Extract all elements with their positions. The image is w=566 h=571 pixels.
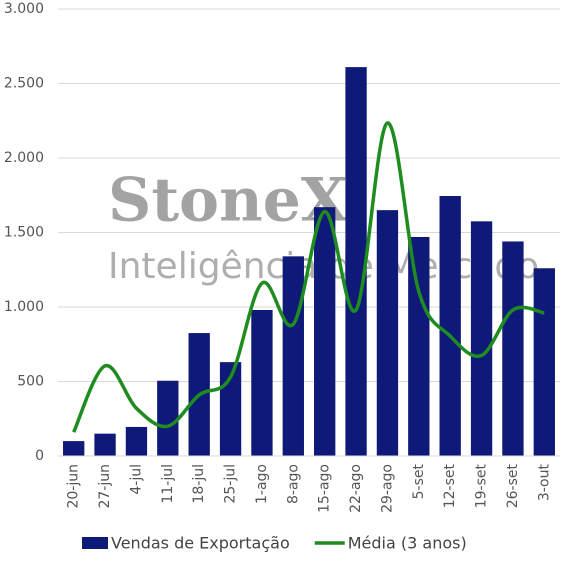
x-tick-label: 20-jun xyxy=(66,464,82,509)
x-tick-label: 3-out xyxy=(536,463,552,501)
x-tick-label: 26-set xyxy=(505,463,521,508)
bar xyxy=(251,309,273,456)
bar xyxy=(125,426,148,456)
bar xyxy=(533,268,555,456)
y-tick-label: 2.000 xyxy=(4,150,44,166)
bar xyxy=(345,67,367,457)
bar xyxy=(439,195,461,456)
bar xyxy=(314,207,336,456)
y-tick-label: 500 xyxy=(17,374,44,390)
y-tick-label: 2.500 xyxy=(4,76,44,92)
y-tick-label: 0 xyxy=(35,448,44,464)
legend-label: Vendas de Exportação xyxy=(111,534,290,553)
x-tick-label: 18-jul xyxy=(191,464,207,504)
bar xyxy=(282,256,304,456)
x-tick-label: 22-ago xyxy=(348,464,364,513)
x-tick-label: 15-ago xyxy=(317,464,333,513)
bar xyxy=(470,221,493,456)
bar xyxy=(63,441,85,456)
line xyxy=(72,121,545,433)
x-tick-label: 4-jul xyxy=(128,464,144,495)
bar xyxy=(502,241,524,456)
x-tick-label: 19-set xyxy=(474,463,490,508)
x-tick-label: 25-jul xyxy=(223,464,239,504)
y-tick-label: 1.500 xyxy=(4,225,44,241)
legend-label: Média (3 anos) xyxy=(348,534,467,553)
x-tick-label: 1-ago xyxy=(254,464,270,504)
y-tick-label: 3.000 xyxy=(4,1,44,17)
bar xyxy=(408,236,430,456)
x-tick-label: 11-jul xyxy=(160,464,176,504)
bar xyxy=(157,380,179,456)
legend-swatch xyxy=(82,537,108,549)
x-tick-label: 29-ago xyxy=(379,464,395,513)
bar xyxy=(94,433,116,456)
x-tick-label: 5-set xyxy=(411,463,427,499)
bar xyxy=(376,210,399,456)
x-tick-label: 27-jun xyxy=(97,464,113,509)
watermark: StoneX xyxy=(108,166,348,236)
x-tick-label: 12-set xyxy=(442,463,458,508)
y-tick-label: 1.000 xyxy=(4,299,44,315)
x-tick-label: 8-ago xyxy=(285,464,301,504)
